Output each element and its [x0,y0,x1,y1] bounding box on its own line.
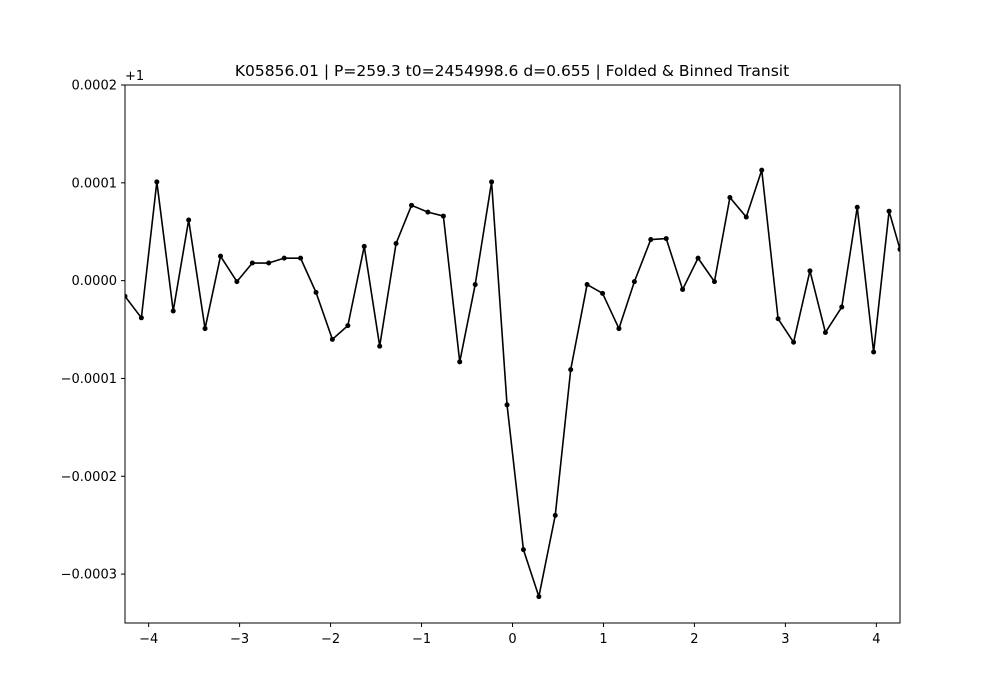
data-point [489,179,495,185]
data-point [886,208,892,214]
x-tick-label: −1 [412,632,431,647]
plot-frame [124,84,901,624]
data-point [600,290,606,296]
data-point [202,326,208,332]
data-point [727,194,733,200]
data-point [648,237,654,243]
data-point [266,260,272,266]
data-point [377,343,383,349]
y-tick-label: −0.0001 [61,372,117,387]
data-point [125,293,128,299]
data-point [186,217,192,223]
plot-area [125,167,900,600]
data-point [298,255,304,261]
data-point [409,202,415,208]
x-axis: −4 −3 −2 −1 0 1 2 3 4 [139,623,880,647]
x-tick-label: 3 [781,632,789,647]
data-point [695,255,701,261]
data-point [711,279,717,285]
data-point [440,213,446,219]
data-point [552,512,558,518]
y-axis: 0.0002 0.0001 0.0000 −0.0001 −0.0002 −0.0003 [61,79,125,583]
data-point [313,289,319,295]
data-point [138,315,144,321]
data-point [631,279,637,285]
x-tick-label: −3 [230,632,249,647]
data-point [504,402,510,408]
data-point [249,260,255,266]
x-tick-label: 2 [690,632,698,647]
data-point [854,204,860,210]
x-tick-label: −2 [321,632,340,647]
data-point [807,268,813,274]
y-tick-label: −0.0002 [61,470,117,485]
data-point [361,243,367,249]
y-tick-label: −0.0003 [61,568,117,583]
data-point [775,316,781,322]
data-point [897,246,900,252]
data-point [584,282,590,288]
x-tick-label: 1 [599,632,607,647]
data-point [345,323,351,329]
data-point [536,594,542,600]
chart-title: K05856.01 | P=259.3 t0=2454998.6 d=0.655… [235,62,789,80]
data-point [791,339,797,345]
series-line [125,169,900,598]
data-point [568,367,574,373]
data-point [457,359,463,365]
data-point [743,214,749,220]
data-point [663,236,669,242]
data-point [170,308,176,314]
data-point [680,286,686,292]
x-tick-label: 0 [508,632,516,647]
data-point [871,349,877,355]
data-point [281,255,287,261]
data-point [472,282,478,288]
y-tick-label: 0.0002 [72,79,118,94]
data-point [759,167,765,173]
data-point [425,209,431,215]
data-point [393,240,399,246]
data-point [839,304,845,310]
data-point [234,279,240,285]
y-tick-label: 0.0001 [72,176,118,191]
data-point [329,336,335,342]
data-point [520,547,526,553]
y-tick-label: 0.0000 [72,274,118,289]
x-tick-label: −4 [139,632,158,647]
data-point [616,326,622,332]
data-point [154,179,160,185]
data-point [218,253,224,259]
x-tick-label: 4 [872,632,880,647]
data-point [822,329,828,335]
y-offset-label: +1 [125,69,144,84]
